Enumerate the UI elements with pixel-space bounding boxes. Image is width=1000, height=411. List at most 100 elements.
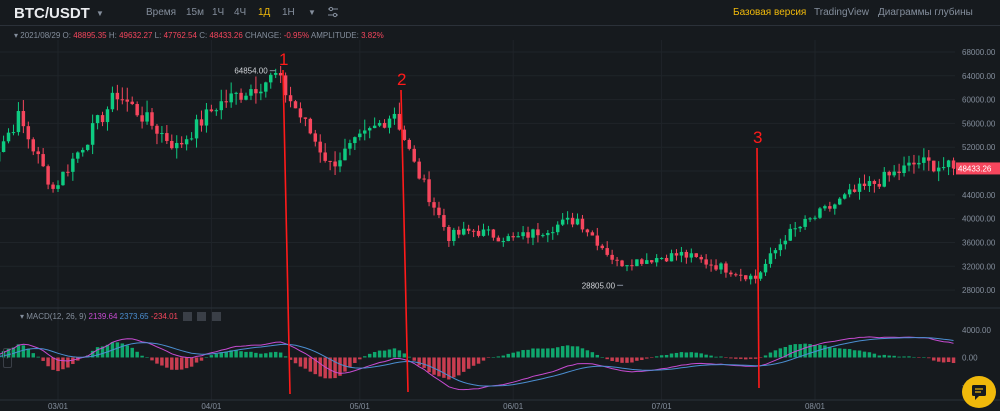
macd-visibility-icon[interactable] [183, 312, 193, 322]
macd-histogram-bar [649, 357, 654, 358]
candle-body [897, 171, 901, 173]
macd-histogram-bar [244, 351, 248, 358]
macd-settings-icon[interactable] [197, 312, 207, 322]
candle-body [823, 206, 827, 209]
y-tick-label: 28000.00 [962, 286, 996, 295]
tf-1h[interactable]: 1Ч [212, 7, 225, 18]
macd-tick-label: 4000.00 [962, 326, 991, 335]
candle-body [946, 160, 951, 168]
view-depth[interactable]: Диаграммы глубины [878, 7, 973, 18]
y-tick-label: 32000.00 [962, 262, 996, 271]
candle-body [16, 111, 21, 133]
high-label: H: [108, 31, 117, 40]
candle-body [229, 93, 233, 103]
candle-body [907, 162, 911, 166]
macd-histogram-bar [833, 347, 837, 358]
candle-body [21, 111, 26, 127]
macd-histogram-bar [6, 348, 11, 358]
candle-body [838, 198, 842, 205]
candle-body [521, 232, 525, 237]
candle-body [833, 204, 837, 209]
macd-histogram-bar [546, 348, 550, 358]
tf-4h[interactable]: 4Ч [234, 7, 247, 18]
candle-body [422, 178, 426, 180]
side-panel-toggle[interactable]: › [3, 348, 12, 368]
macd-histogram-bar [481, 357, 486, 361]
macd-histogram-bar [224, 351, 228, 358]
macd-histogram-bar [699, 353, 703, 358]
macd-histogram-bar [506, 353, 510, 358]
macd-histogram-bar [175, 357, 179, 370]
candle-body [452, 229, 456, 242]
candle-body [570, 217, 575, 225]
macd-histogram-bar [145, 357, 149, 358]
candle-body [724, 263, 728, 273]
candle-body [105, 109, 110, 123]
x-tick-label: 05/01 [350, 402, 371, 411]
y-tick-label: 60000.00 [962, 96, 996, 105]
candle-body [600, 245, 604, 249]
macd-histogram-bar [135, 351, 139, 358]
candle-body [214, 110, 219, 112]
candle-body [560, 219, 565, 225]
macd-histogram-bar [105, 344, 110, 358]
macd-close-icon[interactable] [211, 312, 221, 322]
tf-1d[interactable]: 1Д [258, 7, 271, 18]
candle-body [941, 167, 946, 169]
candle-body [610, 254, 614, 260]
candle-body [90, 123, 95, 145]
candle-body [293, 101, 298, 109]
candle-body [699, 256, 703, 260]
macd-histogram-bar [61, 357, 65, 370]
macd-collapse-icon[interactable]: ▾ [20, 312, 27, 321]
macd-histogram-bar [338, 357, 342, 376]
macd-histogram-bar [293, 357, 298, 364]
macd-histogram-bar [501, 355, 506, 358]
view-basic[interactable]: Базовая версия [733, 7, 807, 18]
candle-body [194, 119, 199, 139]
macd-histogram-bar [150, 357, 154, 361]
candle-body [61, 171, 65, 186]
pair-dropdown-icon[interactable]: ▼ [96, 9, 104, 18]
indicator-settings-icon[interactable] [326, 5, 340, 19]
candle-body [605, 248, 609, 255]
macd-histogram-bar [417, 357, 421, 366]
candle-body [664, 257, 669, 262]
candle-body [204, 109, 209, 126]
tf-time[interactable]: Время [146, 7, 177, 18]
top-toolbar: BTC/USDT ▼ Время 15м 1Ч 4Ч 1Д 1Н ▼ Базов… [0, 0, 1000, 26]
candle-body [729, 272, 733, 275]
tf-15m[interactable]: 15м [186, 7, 204, 18]
macd-histogram-bar [308, 357, 313, 372]
candle-body [264, 82, 268, 92]
candle-body [674, 253, 679, 256]
amplitude-value: 3.82% [361, 31, 384, 40]
legend-collapse-icon[interactable]: ▾ [14, 31, 19, 40]
candle-body [130, 101, 134, 105]
candle-body [531, 229, 535, 238]
chat-button[interactable] [962, 376, 996, 408]
candle-body [269, 74, 273, 83]
macd-histogram-bar [437, 357, 441, 377]
macd-histogram-bar [739, 357, 743, 359]
price-chart[interactable]: 68000.00 64000.00 60000.00 56000.00 52000.00… [0, 40, 1000, 411]
macd-histogram-bar [724, 357, 728, 358]
tf-1w[interactable]: 1Н [282, 7, 295, 18]
chat-icon [972, 385, 986, 400]
macd-histogram-bar [694, 352, 698, 358]
candle-body [669, 253, 674, 262]
macd-histogram-bar [714, 356, 718, 358]
macd-histogram-bar [521, 350, 525, 358]
pair-selector[interactable]: BTC/USDT [14, 5, 90, 22]
macd-histogram-bar [887, 355, 891, 358]
macd-histogram-bar [570, 346, 575, 358]
macd-histogram-bar [130, 347, 134, 358]
y-tick-label: 64000.00 [962, 72, 996, 81]
more-timeframes-icon[interactable]: ▼ [308, 8, 316, 17]
view-tradingview[interactable]: TradingView [814, 7, 870, 18]
macd-histogram-bar [372, 352, 377, 358]
annotation-number: 2 [397, 70, 406, 89]
macd-histogram-bar [669, 353, 674, 358]
macd-histogram-bar [387, 349, 392, 358]
y-tick-label: 44000.00 [962, 191, 996, 200]
